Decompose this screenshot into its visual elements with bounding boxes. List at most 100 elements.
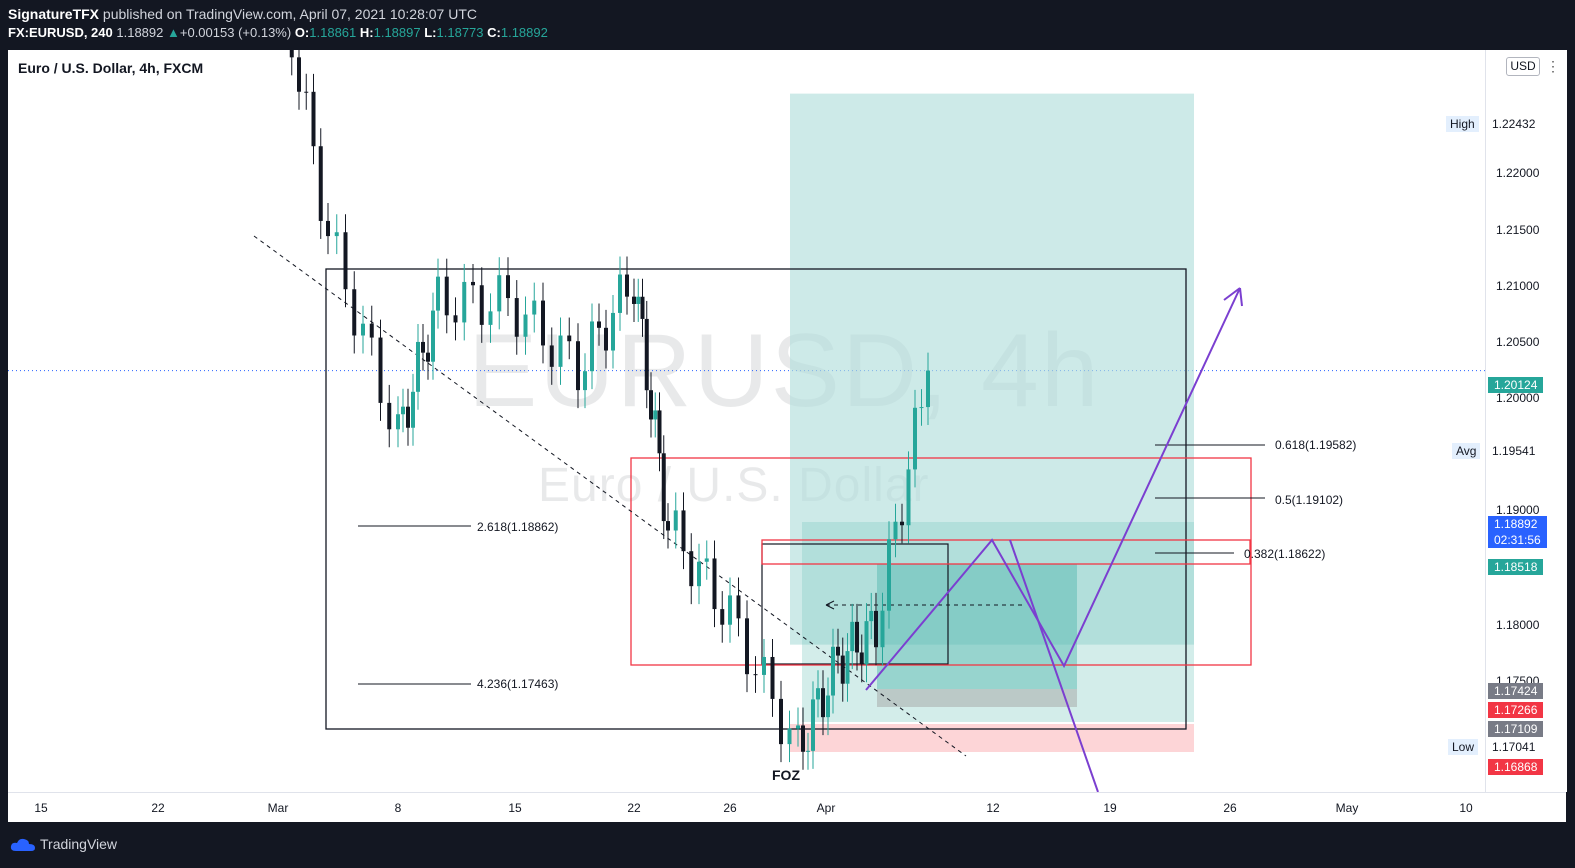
candle-body: [514, 298, 519, 337]
high-label: H:: [359, 25, 374, 40]
currency-button[interactable]: USD: [1506, 57, 1540, 76]
candle-body: [850, 621, 855, 652]
trend-line: [253, 235, 967, 757]
price-plot[interactable]: [8, 50, 1485, 792]
candle-body: [900, 521, 904, 526]
candle-body: [549, 345, 554, 367]
high-value-scale: 1.22432: [1488, 116, 1562, 132]
time-tick: 22: [627, 801, 641, 815]
candle-body: [541, 300, 545, 346]
ext-4236-label: 4.236(1.17463): [477, 677, 559, 691]
range-arrow-head: [825, 600, 835, 610]
candle-body: [831, 646, 835, 696]
candle-body: [712, 558, 717, 610]
projection-path: [865, 287, 1241, 691]
candle-body: [880, 610, 885, 648]
candle-body: [653, 410, 658, 420]
candle-body: [919, 407, 924, 409]
candle-body: [816, 688, 820, 700]
time-axis[interactable]: 15 22 Mar 8 15 22 26 Apr 12 19 26 May 10: [8, 792, 1566, 823]
last-price: 1.18892: [116, 25, 164, 40]
tradingview-cloud-icon: [10, 839, 35, 852]
bar-countdown: 02:31:56: [1494, 533, 1541, 547]
candle-body: [644, 318, 649, 391]
candle-body: [906, 469, 911, 526]
stop-price-badge: 1.17266: [1488, 702, 1544, 718]
frame-box: [325, 268, 1187, 730]
candle-body: [411, 391, 415, 428]
fib-05-label: 0.5(1.19102): [1275, 493, 1344, 507]
candle-body: [855, 621, 859, 653]
candle-body: [436, 276, 440, 311]
red-zone-outer: [630, 457, 1252, 666]
entry-price-badge: 1.18518: [1488, 559, 1544, 575]
range-box: [761, 543, 949, 665]
time-tick: 26: [723, 801, 737, 815]
avg-value-scale: 1.19541: [1488, 443, 1562, 459]
candle-body: [874, 610, 878, 648]
candle-body: [523, 314, 528, 337]
candle-body: [787, 728, 792, 745]
symbol-name: FX:EURUSD, 240: [8, 25, 113, 40]
candle-body: [859, 652, 864, 665]
low-value-scale: 1.17041: [1488, 739, 1562, 755]
candle-body: [625, 274, 629, 297]
candle-body: [576, 341, 580, 391]
candle-body: [728, 595, 732, 625]
candle-body: [361, 323, 365, 336]
candle-body: [352, 289, 357, 336]
time-tick: 19: [1103, 801, 1117, 815]
projection-drop: [1009, 539, 1099, 792]
candle-body: [318, 146, 323, 221]
candle-body: [821, 688, 825, 718]
candle-body: [893, 521, 898, 540]
high-label-tag: High: [1446, 116, 1479, 132]
candle-body: [845, 651, 850, 684]
candle-body: [736, 595, 741, 619]
price-scale[interactable]: 1.22000 1.21500 1.21000 1.20500 1.20000 …: [1485, 50, 1567, 792]
footer: TradingView: [0, 822, 1575, 868]
candle-body: [453, 315, 458, 323]
candle-body: [558, 335, 563, 367]
chart-pane[interactable]: EURUSD, 4h Euro / U.S. Dollar Euro / U.S…: [8, 50, 1485, 792]
candle-body: [636, 296, 641, 304]
level-badge-1: 1.17424: [1488, 683, 1544, 699]
time-tick: 10: [1459, 801, 1473, 815]
candle-body: [304, 91, 309, 93]
symbol-line: FX:EURUSD, 240 1.18892 ▲+0.00153 (+0.13%…: [8, 25, 548, 40]
candle-body: [431, 310, 435, 362]
target-price-badge: 1.20124: [1488, 377, 1544, 393]
fib-0382-label: 0.382(1.18622): [1244, 547, 1326, 561]
last-price-value: 1.18892: [1494, 517, 1538, 531]
candle-body: [697, 561, 701, 587]
candle-body: [378, 337, 383, 403]
candle-body: [745, 618, 749, 675]
candle-body: [506, 275, 510, 299]
candle-body: [826, 695, 830, 718]
candle-body: [887, 539, 891, 611]
publisher-name[interactable]: SignatureTFX: [8, 6, 100, 22]
candle-body: [836, 646, 840, 656]
foz-label: FOZ: [772, 767, 800, 783]
high-value: 1.18897: [373, 25, 421, 40]
candle-body: [387, 402, 392, 430]
level-badge-2: 1.17109: [1488, 721, 1544, 737]
candle-body: [297, 57, 301, 92]
candle-body: [801, 725, 805, 752]
scale-menu-icon[interactable]: ⋮: [1546, 58, 1560, 74]
ext-2618-label: 2.618(1.18862): [477, 520, 559, 534]
candle-body: [311, 91, 316, 147]
brand-name: TradingView: [40, 836, 118, 852]
candle-body: [479, 285, 484, 325]
candle-body: [806, 750, 810, 752]
candle-body: [673, 510, 678, 531]
trade-zone: [877, 564, 1077, 689]
candle-body: [369, 323, 374, 338]
candle-body: [640, 296, 645, 319]
candle-body: [597, 321, 601, 328]
publish-line: SignatureTFX published on TradingView.co…: [8, 6, 477, 22]
target-zone: [790, 93, 1194, 645]
tradingview-logo[interactable]: TradingView: [10, 836, 117, 853]
low-label: L:: [424, 25, 437, 40]
time-tick: 15: [34, 801, 48, 815]
